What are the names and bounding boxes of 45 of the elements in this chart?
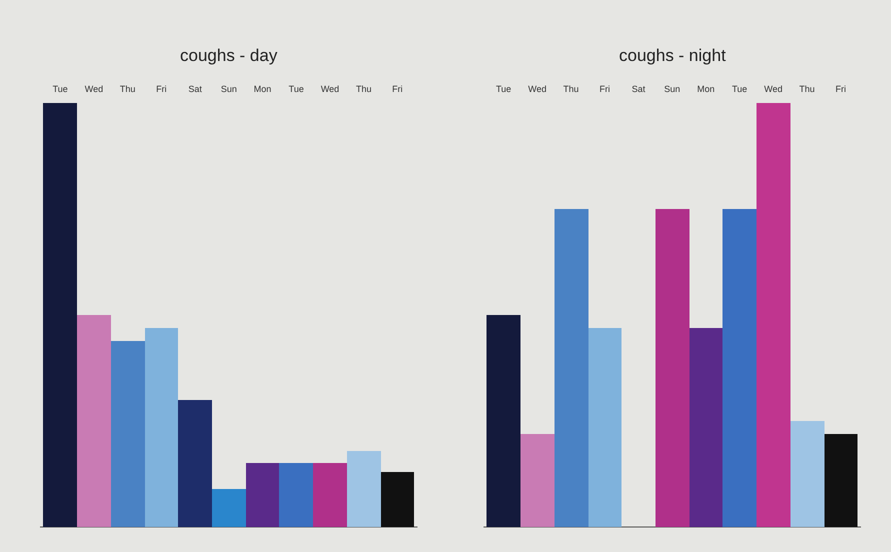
x-tick-label: Thu xyxy=(799,84,815,94)
bar xyxy=(588,328,622,527)
x-tick-label: Thu xyxy=(356,84,372,94)
bar xyxy=(212,489,246,527)
x-tick-label: Fri xyxy=(392,84,403,94)
bar xyxy=(689,328,722,527)
bar xyxy=(111,341,145,527)
chart-title: coughs - day xyxy=(180,46,278,65)
bar xyxy=(313,463,347,527)
bar xyxy=(756,103,790,527)
x-tick-label: Sun xyxy=(664,84,680,94)
x-tick-label: Sat xyxy=(188,84,202,94)
x-tick-label: Tue xyxy=(732,84,748,94)
bar xyxy=(520,434,554,527)
x-tick-label: Mon xyxy=(254,84,272,94)
x-tick-label: Thu xyxy=(563,84,579,94)
x-tick-label: Sun xyxy=(220,84,237,94)
x-tick-label: Fri xyxy=(836,84,846,94)
x-tick-label: Wed xyxy=(528,84,546,94)
x-tick-label: Fri xyxy=(599,84,610,94)
x-tick-label: Tue xyxy=(496,84,512,94)
x-tick-label: Sat xyxy=(632,84,646,94)
bar xyxy=(554,209,588,527)
bar xyxy=(246,463,279,527)
bar xyxy=(381,472,414,527)
chart-title: coughs - night xyxy=(619,46,726,65)
x-tick-label: Wed xyxy=(320,84,340,94)
x-tick-label: Tue xyxy=(52,84,68,94)
x-tick-label: Wed xyxy=(84,84,104,94)
bar xyxy=(790,421,824,527)
bar xyxy=(486,315,520,527)
bar xyxy=(77,315,111,527)
bar xyxy=(178,400,212,527)
x-tick-label: Thu xyxy=(120,84,136,94)
x-tick-label: Mon xyxy=(697,84,715,94)
bar xyxy=(655,209,690,527)
bar xyxy=(824,434,858,527)
x-tick-label: Wed xyxy=(764,84,782,94)
bar xyxy=(43,103,77,527)
bar xyxy=(145,328,178,527)
x-tick-label: Tue xyxy=(288,84,304,94)
x-tick-label: Fri xyxy=(156,84,167,94)
bar xyxy=(279,463,313,527)
bar xyxy=(347,451,381,527)
bar xyxy=(722,209,756,527)
